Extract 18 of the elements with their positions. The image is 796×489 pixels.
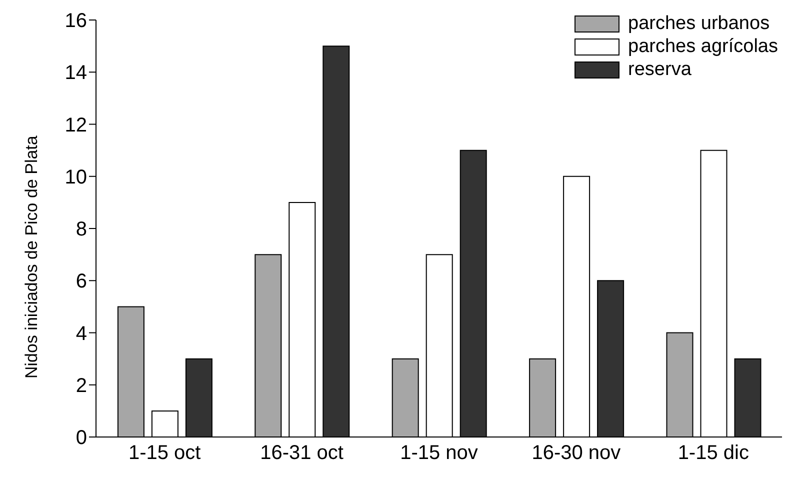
legend-label: reserva xyxy=(628,58,692,81)
x-tick-label: 1-15 dic xyxy=(678,442,749,464)
x-tick-label: 16-31 oct xyxy=(260,442,344,464)
x-tick-label: 16-30 nov xyxy=(532,442,621,464)
y-axis-title: Nidos iniciados de Pico de Plata xyxy=(22,135,42,378)
y-tick-label: 4 xyxy=(76,322,87,345)
y-tick-label: 10 xyxy=(64,166,87,188)
y-tick-label: 8 xyxy=(76,218,87,241)
y-tick-label: 2 xyxy=(76,374,87,397)
y-tick-label: 6 xyxy=(76,270,87,293)
x-tick-label: 1-15 oct xyxy=(128,442,202,464)
y-tick-label: 12 xyxy=(64,114,87,136)
y-tick-label: 0 xyxy=(76,427,87,450)
y-tick-label: 16 xyxy=(64,10,87,32)
legend-label: parches urbanos xyxy=(628,12,770,35)
legend-label: parches agrícolas xyxy=(628,35,778,58)
y-tick-label: 14 xyxy=(64,62,87,84)
x-tick-label: 1-15 nov xyxy=(400,442,478,464)
